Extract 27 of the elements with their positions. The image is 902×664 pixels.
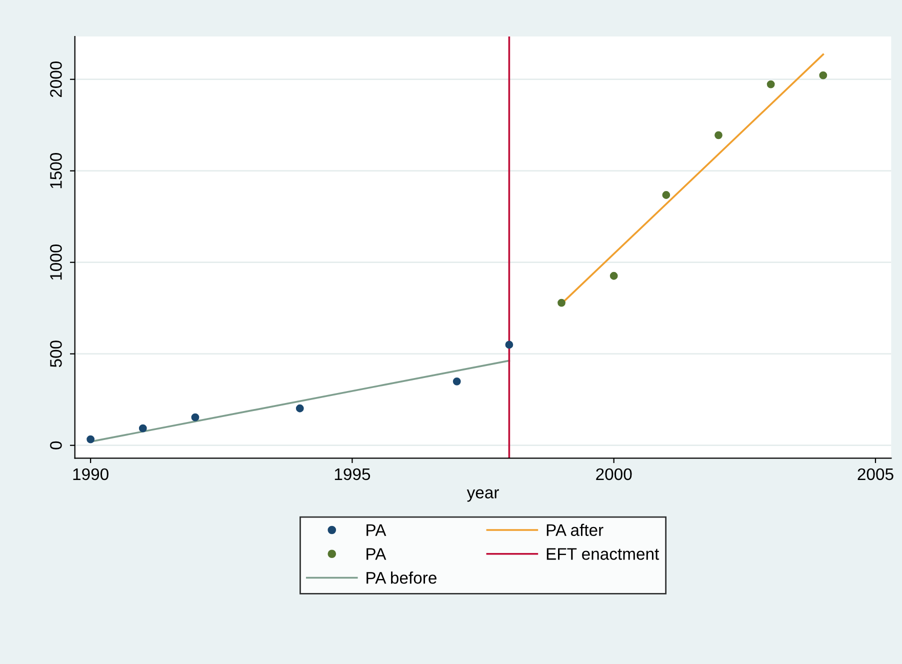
point xyxy=(505,340,514,349)
legend-label: PA xyxy=(366,548,386,560)
x-tick-label: 1990 xyxy=(73,468,108,480)
x-axis-title: year xyxy=(466,489,499,502)
x-tick-label: 1995 xyxy=(334,468,370,480)
point xyxy=(662,191,670,199)
point xyxy=(610,272,618,280)
legend-label: EFT enactment xyxy=(546,548,660,560)
point xyxy=(86,435,95,444)
y-tick-label: 500 xyxy=(50,340,62,368)
point xyxy=(296,404,304,412)
point xyxy=(766,80,775,88)
legend-label: PA before xyxy=(366,571,436,584)
legend-label: PA xyxy=(366,524,386,536)
point xyxy=(819,71,828,80)
point xyxy=(191,413,200,422)
legend-label: PA after xyxy=(546,524,604,536)
x-tick-label: 2000 xyxy=(596,468,632,480)
y-tick-label: 1000 xyxy=(50,244,62,280)
point xyxy=(714,131,722,140)
y-tick-label: 1500 xyxy=(50,152,62,188)
y-tick-label: 2000 xyxy=(50,61,62,98)
x-tick-label: 2005 xyxy=(858,468,894,480)
point xyxy=(452,378,461,386)
point xyxy=(558,298,566,307)
y-tick-label: 0 xyxy=(50,441,62,450)
point xyxy=(138,424,147,432)
